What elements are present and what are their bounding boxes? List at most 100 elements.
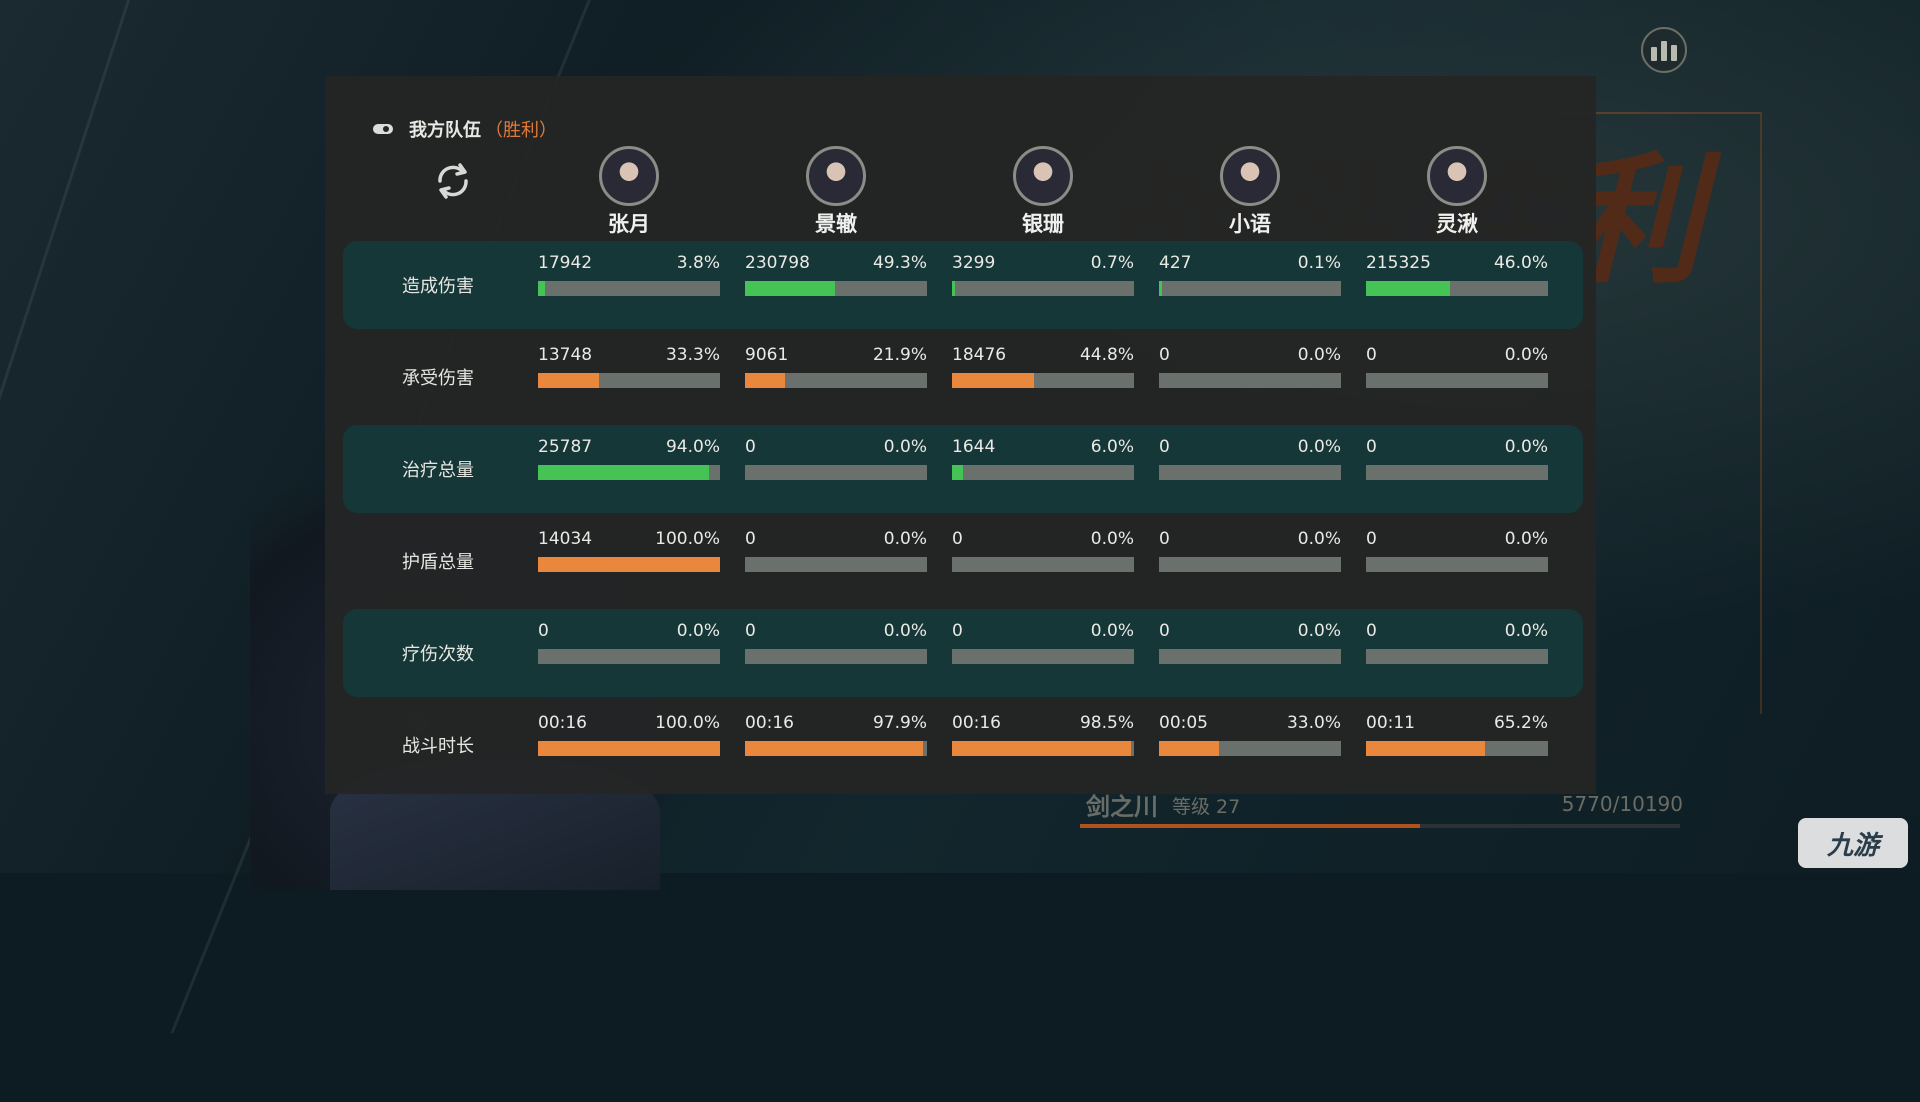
stat-value: 0 bbox=[1159, 345, 1170, 365]
stat-percent: 100.0% bbox=[655, 529, 720, 549]
avatar bbox=[599, 146, 659, 206]
stat-bar bbox=[1366, 373, 1548, 388]
stat-value: 00:16 bbox=[745, 713, 794, 733]
stat-percent: 94.0% bbox=[665, 437, 720, 457]
stat-bar bbox=[1159, 465, 1341, 480]
stat-cell: 230798 49.3% bbox=[745, 251, 927, 296]
stat-percent: 100.0% bbox=[655, 713, 720, 733]
stat-value: 00:16 bbox=[538, 713, 587, 733]
stat-cell: 0 0.0% bbox=[538, 619, 720, 664]
avatar bbox=[1427, 146, 1487, 206]
stat-bar-fill bbox=[1366, 281, 1450, 296]
stat-bar bbox=[1366, 741, 1548, 756]
exp-bar bbox=[1080, 824, 1680, 828]
player-name: 剑之川 bbox=[1086, 793, 1158, 821]
stat-cell: 0 0.0% bbox=[952, 619, 1134, 664]
hero-column-header[interactable]: 银珊 bbox=[952, 146, 1134, 238]
stat-percent: 0.0% bbox=[676, 621, 720, 641]
stat-bar-fill bbox=[952, 281, 955, 296]
hero-column-header[interactable]: 张月 bbox=[538, 146, 720, 238]
stat-value: 0 bbox=[1159, 621, 1170, 641]
stat-bar bbox=[538, 741, 720, 756]
refresh-icon[interactable] bbox=[432, 160, 474, 202]
stat-cell: 0 0.0% bbox=[745, 619, 927, 664]
stat-bar bbox=[952, 465, 1134, 480]
stat-percent: 33.3% bbox=[665, 345, 720, 365]
stat-bar bbox=[745, 373, 927, 388]
stat-value: 14034 bbox=[538, 529, 593, 549]
toggle-icon[interactable] bbox=[373, 124, 393, 134]
stat-percent: 0.0% bbox=[883, 437, 927, 457]
stat-cell: 25787 94.0% bbox=[538, 435, 720, 480]
stat-bar bbox=[1159, 373, 1341, 388]
avatar bbox=[1220, 146, 1280, 206]
stat-label: 造成伤害 bbox=[402, 276, 474, 297]
stat-percent: 0.0% bbox=[1504, 621, 1548, 641]
stat-bar-fill bbox=[952, 465, 963, 480]
stat-percent: 3.8% bbox=[676, 253, 720, 273]
stat-value: 9061 bbox=[745, 345, 789, 365]
hero-column-header[interactable]: 小语 bbox=[1159, 146, 1341, 238]
stat-value: 0 bbox=[745, 529, 756, 549]
stat-value: 1644 bbox=[952, 437, 996, 457]
stat-percent: 0.0% bbox=[1090, 621, 1134, 641]
player-level: 等级 27 bbox=[1172, 796, 1241, 818]
stat-bar bbox=[745, 557, 927, 572]
stat-bar bbox=[1159, 281, 1341, 296]
stat-label: 疗伤次数 bbox=[402, 644, 474, 665]
stat-percent: 0.0% bbox=[1297, 437, 1341, 457]
stat-percent: 0.0% bbox=[883, 621, 927, 641]
stat-value: 00:16 bbox=[952, 713, 1001, 733]
stat-bar bbox=[1159, 649, 1341, 664]
stat-value: 00:11 bbox=[1366, 713, 1415, 733]
stat-bar-fill bbox=[1159, 281, 1162, 296]
stat-cell: 0 0.0% bbox=[1366, 435, 1548, 480]
stat-bar-fill bbox=[538, 465, 710, 480]
stat-bar bbox=[745, 465, 927, 480]
stat-value: 0 bbox=[1366, 345, 1377, 365]
stat-row: 造成伤害 17942 3.8% 230798 49.3% 3299 0.7% 427 0.1% 2… bbox=[343, 241, 1583, 329]
stat-bar bbox=[1159, 557, 1341, 572]
stat-value: 18476 bbox=[952, 345, 1007, 365]
stat-bar-fill bbox=[538, 741, 720, 756]
stat-percent: 21.9% bbox=[872, 345, 927, 365]
stat-bar-fill bbox=[1159, 741, 1220, 756]
bar-chart-icon[interactable] bbox=[1641, 27, 1687, 73]
stat-value: 427 bbox=[1159, 253, 1192, 273]
stat-bar bbox=[538, 373, 720, 388]
stat-cell: 00:05 33.0% bbox=[1159, 711, 1341, 756]
team-header: 我方队伍 （胜利） bbox=[373, 116, 557, 142]
stat-row: 战斗时长 00:16 100.0% 00:16 97.9% 00:16 98.5% 00:05… bbox=[343, 701, 1583, 789]
hero-name: 景辙 bbox=[815, 212, 857, 236]
result-label: （胜利） bbox=[485, 120, 557, 141]
stat-percent: 0.0% bbox=[1297, 621, 1341, 641]
stat-bar bbox=[538, 557, 720, 572]
stat-bar-fill bbox=[538, 557, 720, 572]
stat-percent: 97.9% bbox=[872, 713, 927, 733]
stat-label: 护盾总量 bbox=[402, 552, 474, 573]
stat-bar-fill bbox=[745, 281, 835, 296]
avatar bbox=[806, 146, 866, 206]
stat-percent: 33.0% bbox=[1286, 713, 1341, 733]
hero-name: 银珊 bbox=[1022, 212, 1064, 236]
watermark-logo: 九游 bbox=[1798, 818, 1908, 868]
hero-name: 小语 bbox=[1229, 212, 1271, 236]
stat-bar bbox=[1366, 281, 1548, 296]
stat-cell: 0 0.0% bbox=[1159, 435, 1341, 480]
stat-value: 0 bbox=[1159, 529, 1170, 549]
background-frame bbox=[1560, 112, 1762, 714]
battle-stats-panel: 我方队伍 （胜利） 张月 景辙 银珊 小语 灵湫 造成伤害 17942 3.8% 230798… bbox=[325, 76, 1596, 794]
stat-label: 治疗总量 bbox=[402, 460, 474, 481]
hero-column-header[interactable]: 景辙 bbox=[745, 146, 927, 238]
stat-bar bbox=[538, 465, 720, 480]
exp-bar-fill bbox=[1080, 824, 1420, 828]
stat-cell: 1644 6.0% bbox=[952, 435, 1134, 480]
stat-percent: 0.0% bbox=[1297, 529, 1341, 549]
stat-value: 0 bbox=[1366, 621, 1377, 641]
stat-cell: 18476 44.8% bbox=[952, 343, 1134, 388]
stat-value: 0 bbox=[952, 529, 963, 549]
stat-cell: 0 0.0% bbox=[1159, 527, 1341, 572]
stat-percent: 0.0% bbox=[1504, 529, 1548, 549]
stat-cell: 215325 46.0% bbox=[1366, 251, 1548, 296]
hero-column-header[interactable]: 灵湫 bbox=[1366, 146, 1548, 238]
